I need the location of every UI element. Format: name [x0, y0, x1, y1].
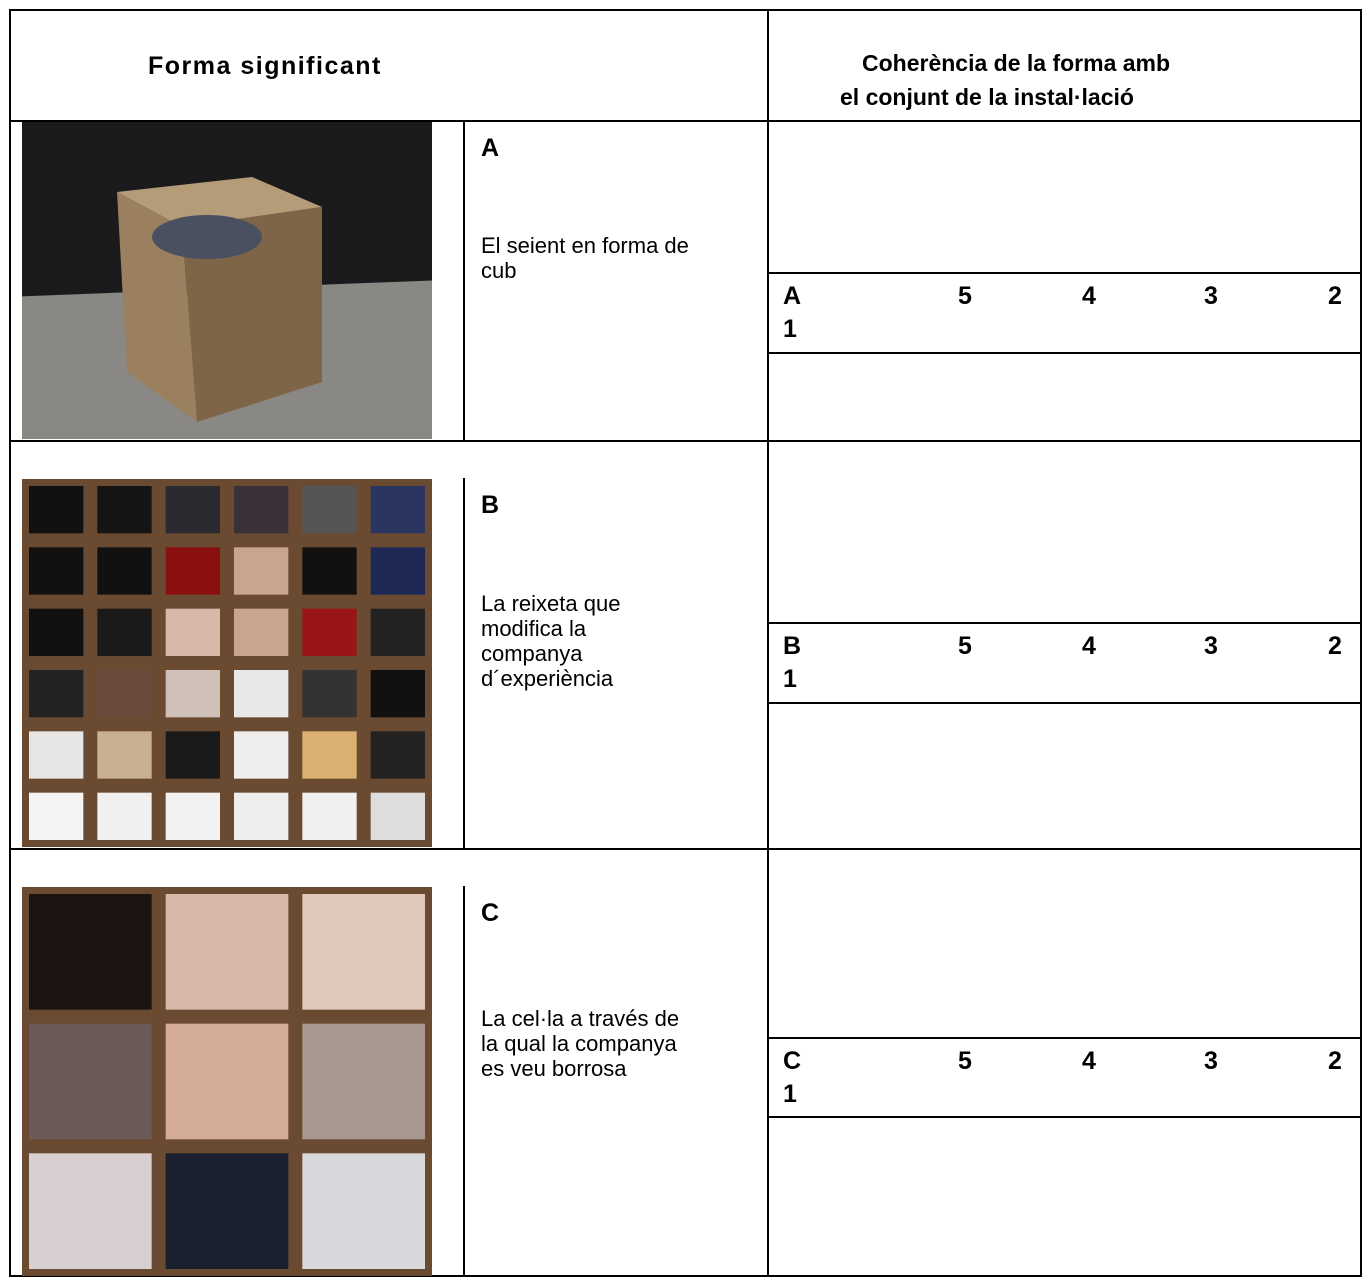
h-rule [767, 1116, 1362, 1118]
h-rule [9, 9, 1362, 11]
photo [22, 887, 432, 1276]
h-rule [767, 352, 1362, 354]
rating-value: 5 [958, 1047, 972, 1075]
rating-letter: A [783, 282, 802, 310]
header-right: el conjunt de la instal·lació [840, 84, 1134, 110]
h-rule [9, 120, 1362, 122]
description: d´experiència [481, 666, 614, 691]
v-rule [9, 9, 11, 1275]
v-rule [463, 478, 465, 848]
rating-value: 2 [1328, 1047, 1342, 1075]
photo [22, 479, 432, 847]
rating-letter: B [783, 632, 802, 660]
description: La cel·la a través de [481, 1005, 680, 1031]
h-rule [767, 272, 1362, 274]
header-left: Forma significant [148, 52, 382, 80]
rating-letter: C [783, 1047, 802, 1075]
rating-value: 1 [783, 1080, 797, 1108]
description: companya [481, 641, 583, 666]
rating-value: 5 [958, 282, 972, 310]
rating-value: 3 [1204, 632, 1218, 660]
rating-value: 4 [1082, 282, 1096, 310]
description: La reixeta que [481, 591, 621, 616]
description: cub [481, 258, 517, 283]
h-rule [767, 622, 1362, 624]
v-rule [463, 121, 465, 440]
rating-value: 2 [1328, 632, 1342, 660]
description: modifica la [481, 616, 587, 641]
v-rule [767, 9, 769, 1275]
photo [22, 122, 432, 439]
description: es veu borrosa [481, 1055, 627, 1081]
h-rule [767, 1037, 1362, 1039]
rating-value: 1 [783, 315, 797, 343]
row-letter: B [481, 491, 500, 519]
rating-value: 4 [1082, 1047, 1096, 1075]
rating-value: 2 [1328, 282, 1342, 310]
h-rule [9, 440, 1362, 442]
row-letter: C [481, 899, 500, 927]
v-rule [1360, 9, 1362, 1275]
rating-value: 3 [1204, 1047, 1218, 1075]
v-rule [463, 886, 465, 1275]
rating-value: 3 [1204, 282, 1218, 310]
description: la qual la companya [481, 1030, 677, 1056]
header-right: Coherència de la forma amb [862, 50, 1171, 76]
rating-value: 4 [1082, 632, 1096, 660]
rating-value: 1 [783, 665, 797, 693]
description: El seient en forma de [481, 233, 689, 258]
h-rule [767, 702, 1362, 704]
rating-value: 5 [958, 632, 972, 660]
row-letter: A [481, 134, 500, 162]
h-rule [9, 848, 1362, 850]
